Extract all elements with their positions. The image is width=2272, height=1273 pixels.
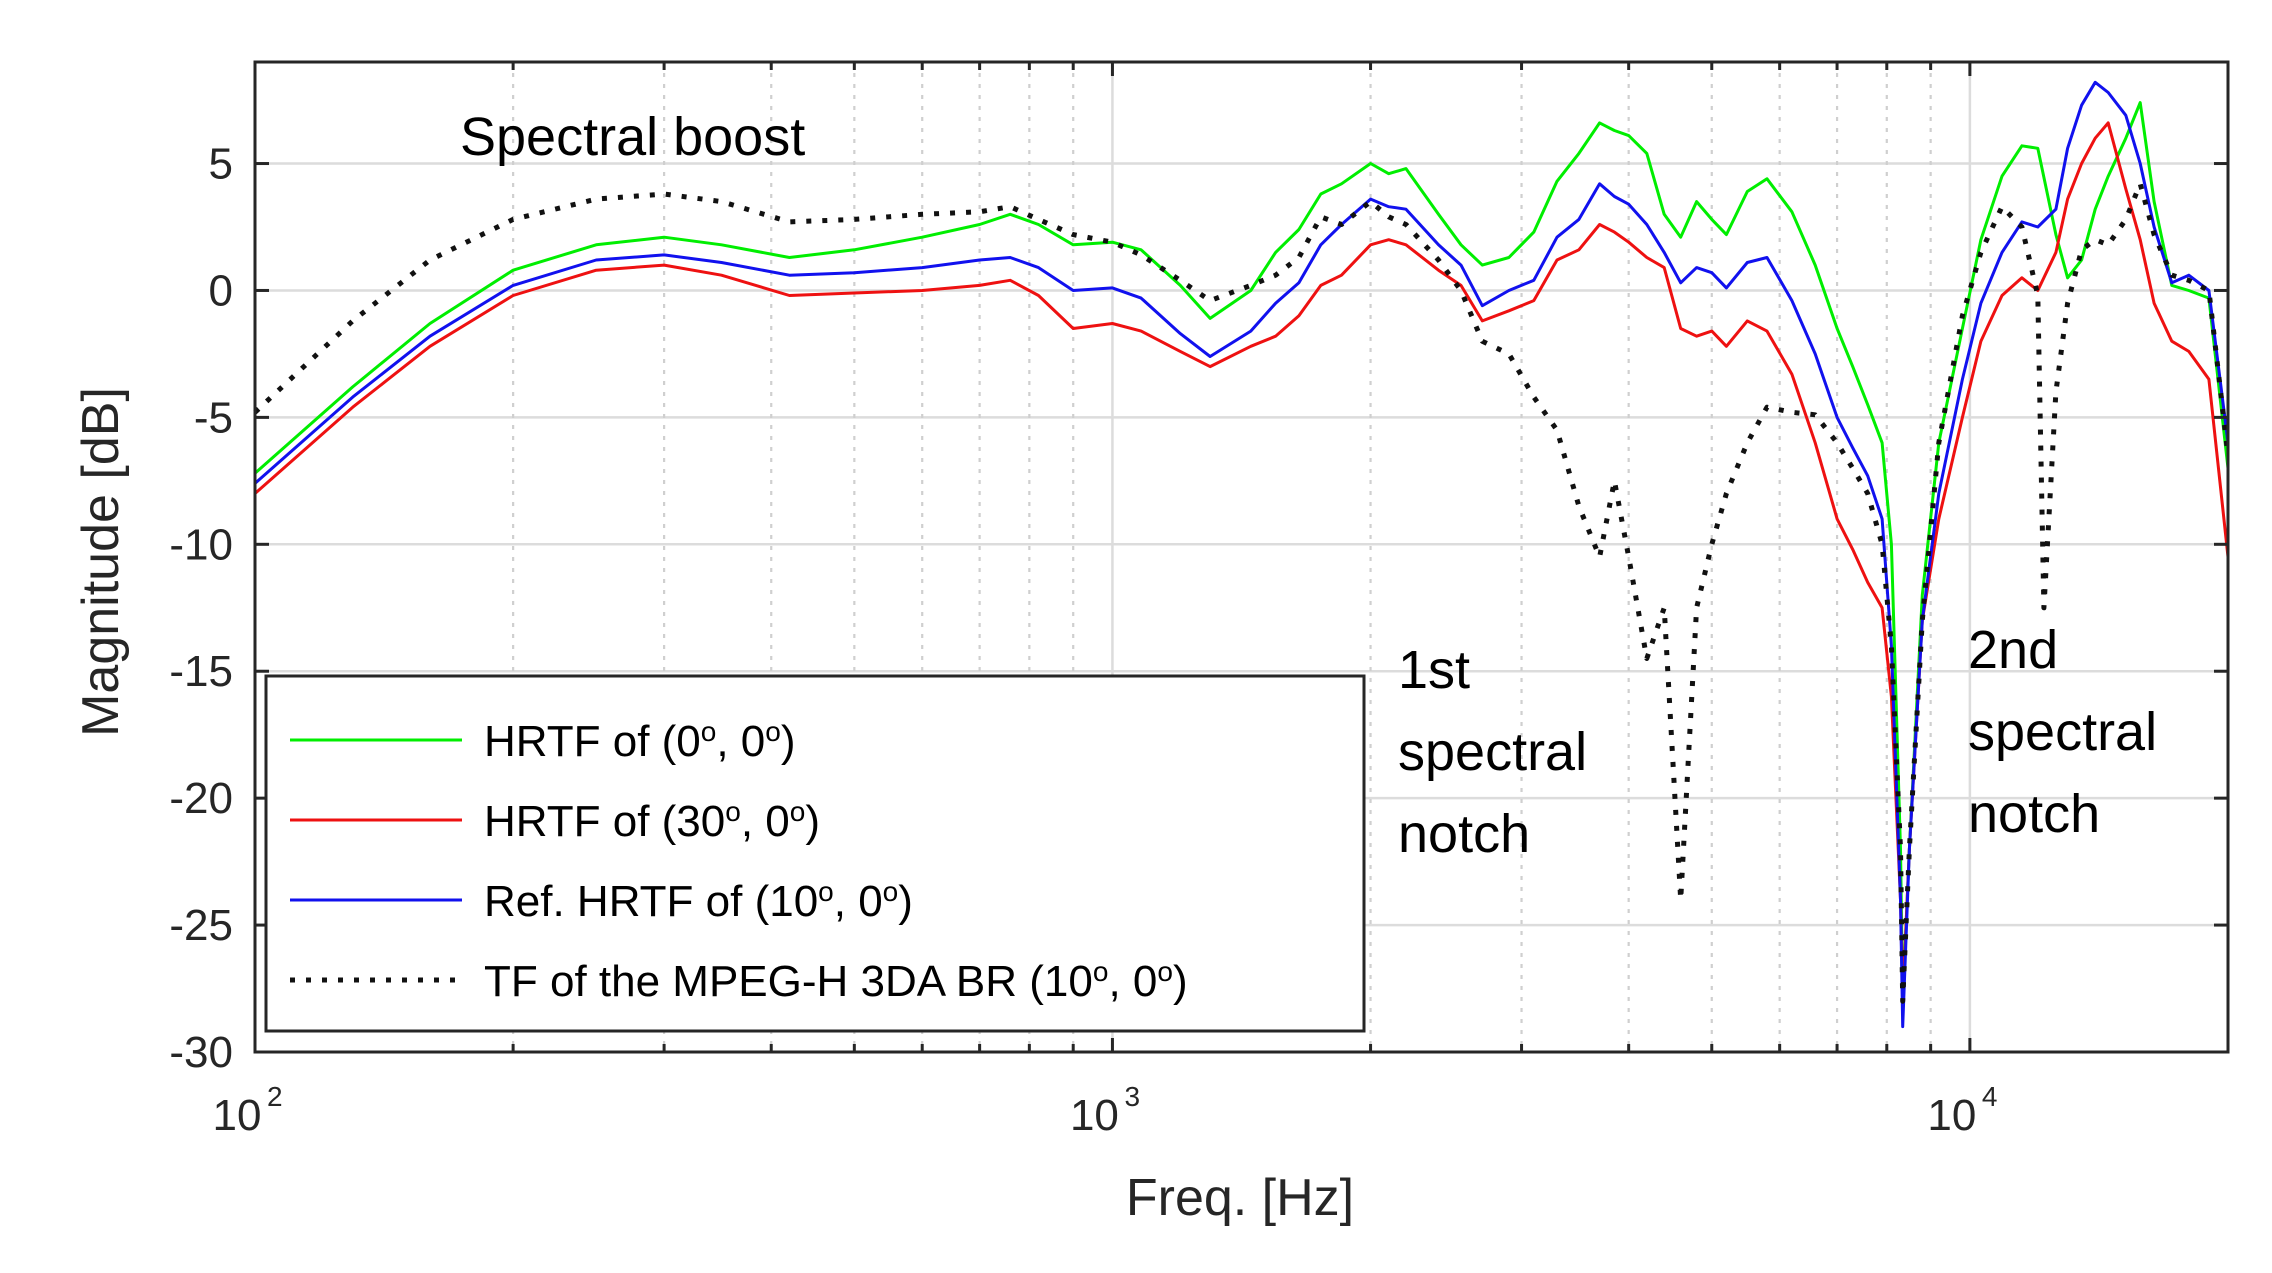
series-line-3 (254, 80, 2230, 1029)
x-tick-label-exponent: 2 (267, 1081, 283, 1112)
legend-label-3: Ref. HRTF of (10o, 0o) (484, 876, 913, 927)
y-tick-labels: 5 0 -5 -10 -15 -20 -25 -30 (169, 140, 233, 1077)
y-tick-label: -25 (169, 901, 233, 950)
ticks (253, 62, 2230, 1054)
y-tick-label: -10 (169, 520, 233, 569)
annotation-spectral-boost: Spectral boost (460, 107, 805, 167)
annotation-notch2-line2: spectral (1968, 702, 2157, 762)
series-line-1 (254, 101, 2230, 1003)
y-tick-label: 0 (209, 266, 233, 315)
x-tick-label: 10 (1070, 1091, 1119, 1140)
x-tick-label: 10 (213, 1091, 262, 1140)
legend-label-1: HRTF of (0o, 0o) (484, 716, 796, 767)
x-axis-label: Freq. [Hz] (1126, 1169, 1354, 1227)
series-line-2 (254, 121, 2230, 1003)
annotation-notch1-line1: 1st (1398, 640, 1470, 700)
legend: HRTF of (0o, 0o) HRTF of (30o, 0o) Ref. HR… (264, 674, 1366, 1033)
annotation-notch1-line2: spectral (1398, 722, 1587, 782)
series-line-4 (253, 181, 2231, 1004)
annotation-notch1-line3: notch (1398, 804, 1530, 864)
legend-label-4: TF of the MPEG-H 3DA BR (10o, 0o) (484, 956, 1188, 1007)
x-tick-label-exponent: 4 (1982, 1081, 1998, 1112)
annotation-notch2-line1: 2nd (1968, 620, 2058, 680)
legend-label-2: HRTF of (30o, 0o) (484, 796, 820, 847)
x-tick-label: 10 (1927, 1091, 1976, 1140)
annotation-notch2-line3: notch (1968, 784, 2100, 844)
y-axis-label: Magnitude [dB] (72, 387, 130, 737)
y-tick-label: 5 (209, 140, 233, 189)
y-tick-label: -5 (194, 393, 233, 442)
series-layer (253, 80, 2231, 1029)
legend-box (264, 674, 1366, 1033)
plot-frame (253, 60, 2230, 1054)
x-tick-labels: 10 2 10 3 10 4 (213, 1081, 1998, 1140)
y-tick-label: -15 (169, 647, 233, 696)
y-tick-label: -30 (169, 1028, 233, 1077)
x-tick-label-exponent: 3 (1124, 1081, 1140, 1112)
y-tick-label: -20 (169, 774, 233, 823)
